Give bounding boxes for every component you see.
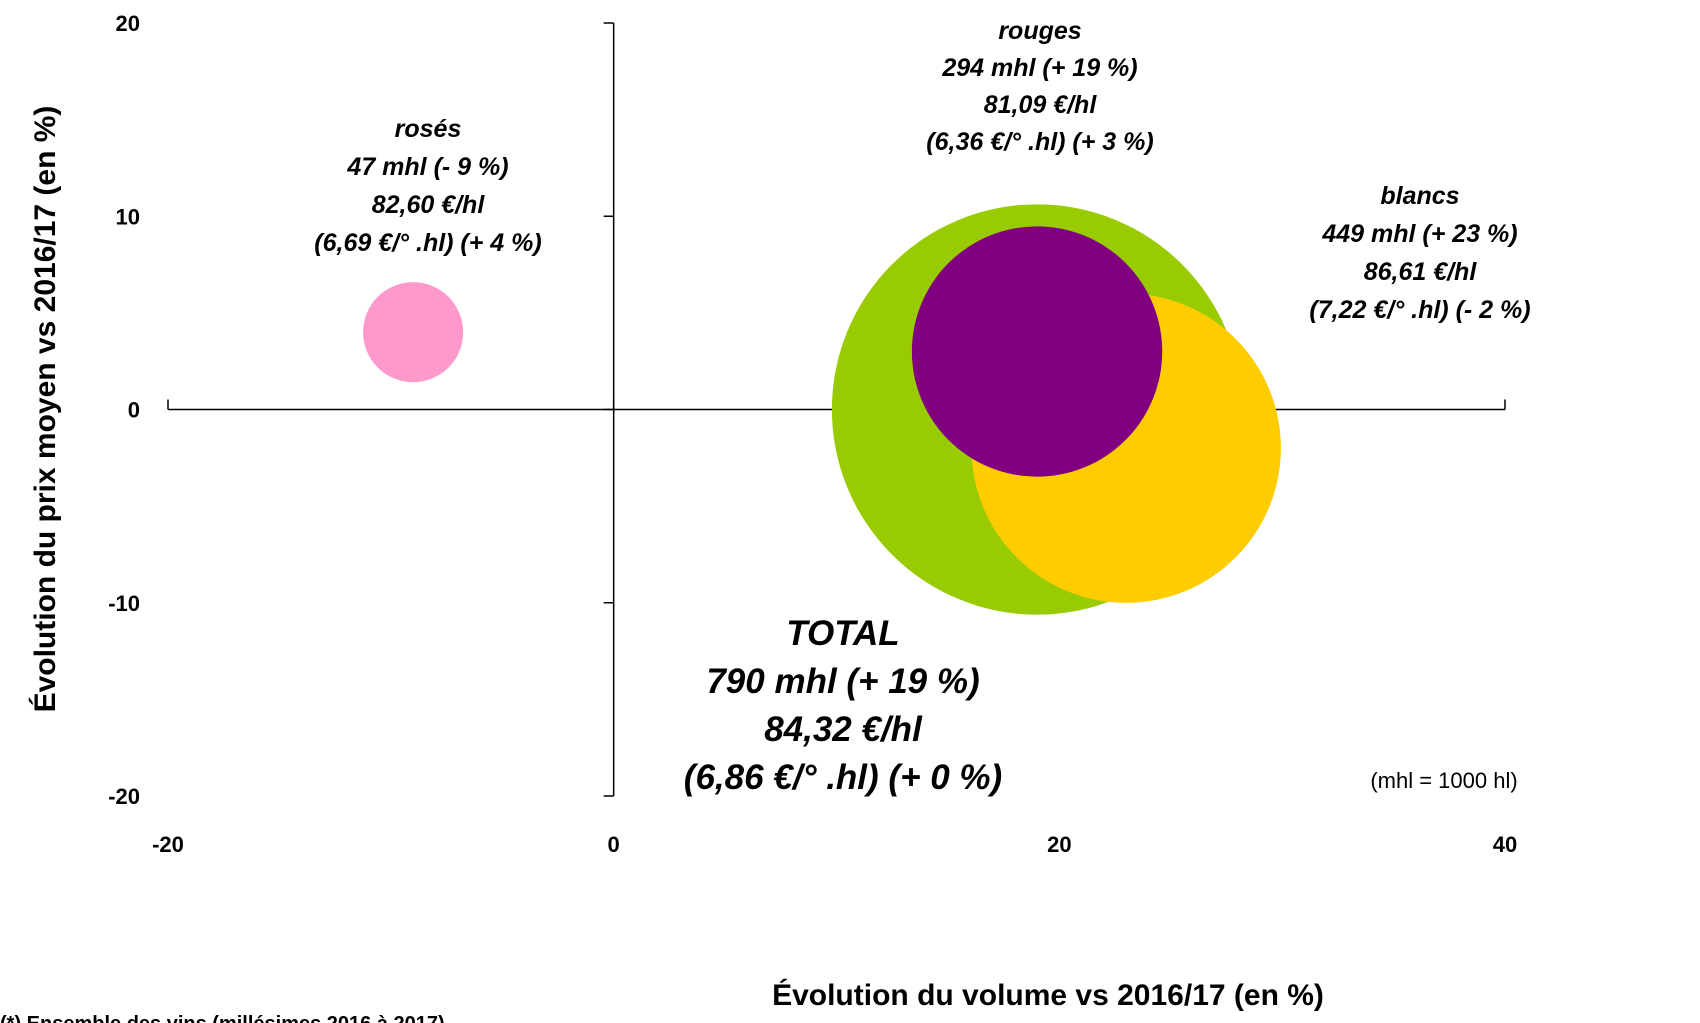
bubble-label: 790 mhl (+ 19 %)	[706, 662, 979, 701]
note: (mhl = 1000 hl)	[1370, 768, 1517, 793]
x-tick-label: -20	[152, 832, 184, 857]
bubble-label: 86,61 €/hl	[1364, 258, 1478, 286]
bubble-label: (6,86 €/° .hl) (+ 0 %)	[684, 758, 1002, 797]
bubble-label: 84,32 €/hl	[764, 710, 923, 749]
x-axis-title: Évolution du volume vs 2016/17 (en %)	[772, 978, 1324, 1012]
bubble-name: TOTAL	[786, 614, 899, 653]
bubble-label: (6,69 €/° .hl) (+ 4 %)	[314, 229, 541, 257]
bubble-label: 449 mhl (+ 23 %)	[1321, 220, 1517, 248]
footnote: (*) Ensemble des vins (millésimes 2016 à…	[0, 1013, 445, 1023]
bubble	[363, 282, 464, 383]
y-tick-label: -20	[108, 784, 140, 809]
bubble-name: rouges	[998, 17, 1081, 45]
bubble-label: 82,60 €/hl	[372, 191, 486, 219]
y-tick-label: 0	[128, 398, 140, 423]
bubble-label: (6,36 €/° .hl) (+ 3 %)	[926, 128, 1153, 156]
x-tick-label: 0	[608, 832, 620, 857]
bubble-name: rosés	[395, 115, 462, 143]
bubble-label: 47 mhl (- 9 %)	[346, 153, 508, 181]
y-tick-label: -10	[108, 591, 140, 616]
bubble-label: 81,09 €/hl	[984, 91, 1098, 119]
x-tick-label: 40	[1493, 832, 1517, 857]
bubble-name: blancs	[1380, 182, 1459, 210]
y-tick-label: 10	[116, 204, 140, 229]
bubble-label: (7,22 €/° .hl) (- 2 %)	[1309, 296, 1530, 324]
y-tick-label: 20	[116, 11, 140, 36]
bubble-label: 294 mhl (+ 19 %)	[941, 54, 1137, 82]
bubble	[911, 226, 1163, 477]
y-axis-title: Évolution du prix moyen vs 2016/17 (en %…	[28, 106, 62, 713]
x-tick-label: 20	[1047, 832, 1071, 857]
